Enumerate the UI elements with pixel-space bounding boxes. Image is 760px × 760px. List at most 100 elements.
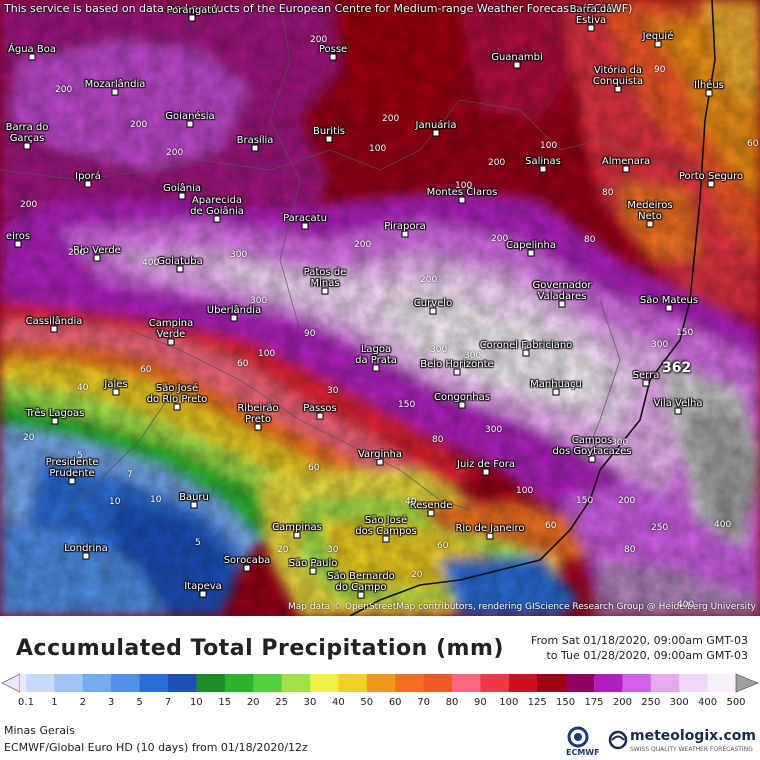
city-label[interactable]: Mozarlândia — [84, 79, 146, 90]
city-label[interactable]: Jales — [104, 379, 128, 390]
city-label[interactable]: Aparecida de Goiânia — [190, 195, 244, 217]
city-label[interactable]: Porangatu — [166, 5, 218, 16]
contour-value: 300 — [651, 340, 669, 350]
city-label[interactable]: Ribeirão Preto — [237, 403, 279, 425]
contour-value: 200 — [382, 114, 400, 124]
city-label[interactable]: Rio Verde — [73, 245, 121, 256]
city-label[interactable]: Goianésia — [165, 111, 215, 122]
city-marker — [84, 180, 92, 188]
city-marker — [552, 388, 560, 396]
city-label[interactable]: Patos de Minas — [303, 267, 347, 289]
city-label[interactable]: Salinas — [525, 156, 561, 167]
city-label[interactable]: Congonhas — [434, 392, 490, 403]
city-label[interactable]: Bauru — [179, 492, 209, 503]
contour-value: 30 — [327, 386, 339, 396]
city-label[interactable]: Uberlândia — [206, 305, 262, 316]
contour-value: 100 — [258, 349, 276, 359]
contour-value: 20 — [277, 545, 289, 555]
legend-swatch — [679, 674, 709, 692]
city-marker — [329, 53, 337, 61]
city-label[interactable]: São José dos Campos — [355, 515, 417, 537]
city-label[interactable]: Posse — [318, 44, 348, 55]
city-label[interactable]: Vila Velha — [653, 398, 703, 409]
legend-swatch — [20, 674, 26, 692]
contour-value: 60 — [747, 139, 759, 149]
city-label[interactable]: Medeiros Neto — [627, 200, 673, 222]
city-label[interactable]: Belo Horizonte — [420, 359, 494, 370]
city-label[interactable]: Varginha — [357, 449, 403, 460]
city-label[interactable]: Brasília — [236, 135, 274, 146]
city-marker — [176, 265, 184, 273]
city-label[interactable]: Cassilândia — [25, 316, 83, 327]
city-label[interactable]: São Bernardo do Campo — [327, 571, 395, 593]
model-run-label: ECMWF/Global Euro HD (10 days) from 01/1… — [4, 741, 308, 754]
city-label[interactable]: Barra do Garças — [5, 122, 49, 144]
city-label[interactable]: Três Lagoas — [25, 408, 85, 419]
contour-value: 90 — [654, 65, 666, 75]
city-label[interactable]: Goiatuba — [157, 256, 203, 267]
city-label[interactable]: São Mateus — [639, 295, 699, 306]
city-label[interactable]: Paracatu — [283, 213, 327, 224]
city-label[interactable]: Goiânia — [162, 183, 202, 194]
city-label[interactable]: São José do Rio Preto — [146, 383, 208, 405]
city-label[interactable]: Governador Valadares — [532, 280, 592, 302]
legend-tick-label: 15 — [218, 697, 232, 708]
legend-tick-label: 60 — [388, 697, 402, 708]
contour-value: 300 — [430, 345, 448, 355]
contour-value: 300 — [611, 438, 629, 448]
contour-value: 300 — [230, 250, 248, 260]
contour-value: 80 — [602, 188, 614, 198]
city-label[interactable]: Manhuaçu — [530, 379, 582, 390]
city-label[interactable]: Barra da Estiva — [569, 4, 613, 26]
city-label[interactable]: Iporá — [75, 171, 101, 182]
city-marker — [458, 401, 466, 409]
city-label[interactable]: São Paulo — [288, 558, 338, 569]
city-label[interactable]: Campinas — [272, 522, 322, 533]
city-label[interactable]: Jequié — [642, 31, 674, 42]
city-label[interactable]: Passos — [303, 403, 337, 414]
city-label[interactable]: Pirapora — [384, 221, 426, 232]
city-label[interactable]: Lagoa da Prata — [355, 344, 397, 366]
city-label[interactable]: Campina Verde — [148, 318, 194, 340]
city-label[interactable]: Campos dos Goytacazes — [552, 435, 632, 457]
city-label[interactable]: Guanambi — [491, 52, 543, 63]
city-marker — [51, 417, 59, 425]
city-marker — [372, 364, 380, 372]
legend-swatch — [253, 674, 283, 692]
legend-swatch — [338, 674, 368, 692]
legend-swatch — [452, 674, 481, 692]
contour-value: 400 — [677, 600, 695, 610]
city-marker — [642, 379, 650, 387]
city-label[interactable]: Almenara — [601, 156, 651, 167]
precipitation-map[interactable]: This service is based on data and produc… — [0, 0, 760, 616]
city-label[interactable]: Ilhéus — [694, 80, 724, 91]
contour-value: 300 — [250, 296, 268, 306]
city-label[interactable]: Curvelo — [413, 298, 453, 309]
city-label[interactable]: Buritis — [313, 126, 345, 137]
period-from: From Sat 01/18/2020, 09:00am GMT-03 — [530, 634, 748, 647]
city-label[interactable]: Água Boa — [8, 44, 56, 55]
city-marker — [213, 215, 221, 223]
city-label[interactable]: Porto Seguro — [678, 171, 744, 182]
city-label[interactable]: Vitória da Conquista — [592, 65, 644, 87]
city-marker — [527, 249, 535, 257]
city-label[interactable]: Itapeva — [184, 581, 222, 592]
city-label[interactable]: Capelinha — [506, 240, 556, 251]
city-label[interactable]: Sorocaba — [223, 555, 271, 566]
meteologix-logo[interactable]: ECMWF meteologix.com SWISS QUALITY WEATH… — [566, 724, 756, 758]
contour-value: 20 — [23, 433, 35, 443]
city-label[interactable]: Januária — [415, 120, 457, 131]
city-marker — [112, 388, 120, 396]
legend-swatch — [565, 674, 595, 692]
city-label[interactable]: Serra — [632, 370, 660, 381]
legend-swatch — [395, 674, 425, 692]
city-label[interactable]: Londrina — [64, 543, 108, 554]
city-label[interactable]: eiros — [5, 231, 31, 242]
city-label[interactable]: Presidente Prudente — [45, 457, 99, 479]
city-label[interactable]: Coronel Fabriciano — [479, 340, 573, 351]
city-label[interactable]: Juiz de Fora — [457, 459, 515, 470]
city-label[interactable]: Montes Claros — [426, 187, 498, 198]
city-label[interactable]: Resende — [409, 500, 453, 511]
city-label[interactable]: Rio de Janeiro — [455, 523, 525, 534]
city-marker — [587, 24, 595, 32]
